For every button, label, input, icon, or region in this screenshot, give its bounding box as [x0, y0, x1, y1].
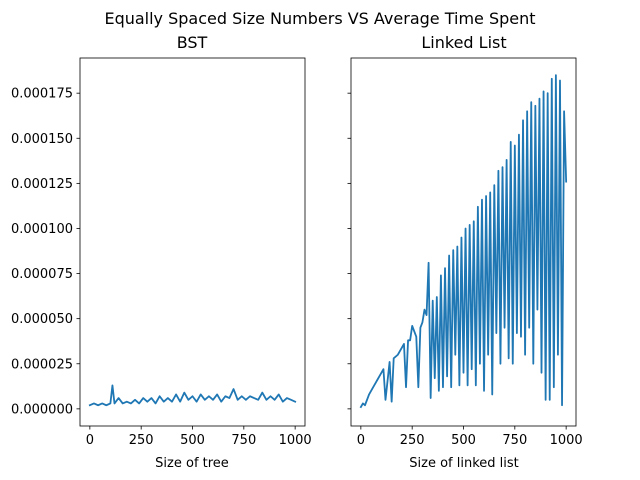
y-tick-label: 0.000025	[11, 357, 73, 372]
y-tick-label: 0.000075	[11, 267, 73, 282]
x-axis-label-bst: Size of tree	[155, 456, 229, 471]
axes-linked-list: 0 250 500 750 1000	[347, 57, 583, 448]
axes-bst: 0 250 500 750 1000 0.000000 0.000025 0.000050 0.…	[11, 57, 312, 448]
panel-title-bst: BST	[177, 33, 208, 52]
panel-title-linked-list: Linked List	[421, 33, 506, 52]
x-tick-label-bst: 500	[180, 433, 205, 448]
x-tick-label-linked-list: 500	[451, 433, 476, 448]
x-tick-label-linked-list: 750	[502, 433, 527, 448]
y-tick-label: 0.000000	[11, 402, 73, 417]
x-tick-label-linked-list: 1000	[550, 433, 583, 448]
y-tick-label: 0.000100	[11, 222, 73, 237]
y-tick-label: 0.000125	[11, 177, 73, 192]
figure-title: Equally Spaced Size Numbers VS Average T…	[104, 9, 535, 28]
x-axis-label-linked-list: Size of linked list	[409, 456, 518, 471]
x-tick-label-bst: 750	[231, 433, 256, 448]
x-tick-label-bst: 250	[129, 433, 154, 448]
y-tick-label: 0.000050	[11, 312, 73, 327]
y-tick-label: 0.000175	[11, 87, 73, 102]
y-tick-label: 0.000150	[11, 132, 73, 147]
panels-layer: 0 250 500 750 1000 0.000000 0.000025 0.000050 0.…	[11, 57, 583, 448]
series-line-linked-list	[359, 74, 568, 409]
x-tick-label-linked-list: 0	[357, 433, 365, 448]
x-tick-label-linked-list: 250	[400, 433, 425, 448]
series-line-bst	[88, 384, 297, 407]
x-tick-label-bst: 1000	[279, 433, 312, 448]
x-tick-label-bst: 0	[86, 433, 94, 448]
